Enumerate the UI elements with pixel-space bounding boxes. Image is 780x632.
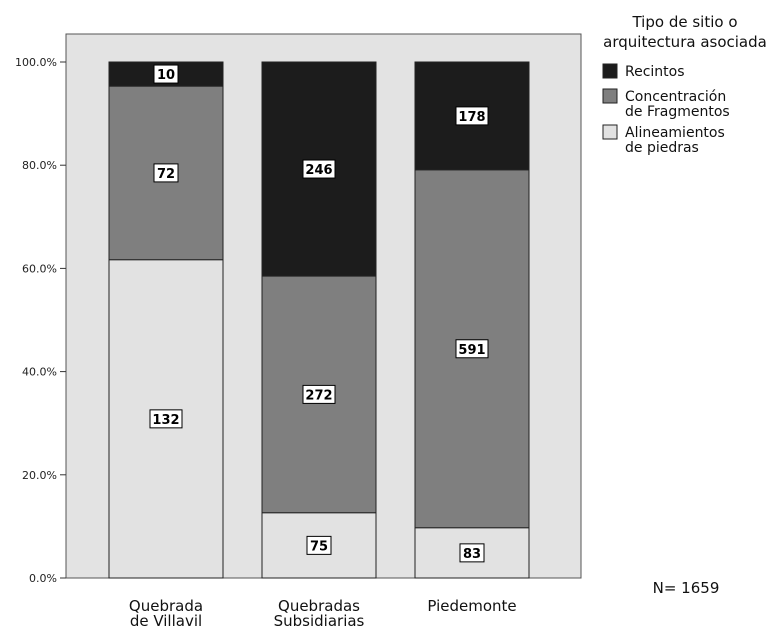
data-label-box bbox=[306, 535, 332, 555]
data-label: 591 bbox=[458, 343, 485, 358]
legend-label: Alineamientos bbox=[625, 125, 725, 141]
y-tick-label: 40.0% bbox=[22, 366, 57, 379]
legend-label: Recintos bbox=[625, 64, 685, 80]
data-label-box bbox=[455, 339, 489, 359]
data-label-box bbox=[302, 159, 336, 179]
data-label-box bbox=[153, 64, 179, 84]
x-category-label: Quebradas bbox=[278, 597, 360, 615]
legend-title: Tipo de sitio o bbox=[631, 13, 737, 31]
data-label: 132 bbox=[152, 413, 179, 428]
data-label-box bbox=[459, 543, 485, 563]
y-tick-label: 20.0% bbox=[22, 469, 57, 482]
data-label-box bbox=[153, 163, 179, 183]
data-label: 83 bbox=[463, 547, 481, 562]
legend-label: de Fragmentos bbox=[625, 104, 730, 120]
x-category-label: de Villavil bbox=[130, 612, 202, 630]
data-label: 10 bbox=[157, 68, 175, 83]
data-label-box bbox=[302, 384, 336, 404]
x-category-label: Piedemonte bbox=[427, 597, 516, 615]
legend-title: arquitectura asociada bbox=[603, 33, 767, 51]
y-tick-label: 0.0% bbox=[29, 572, 57, 585]
y-tick-label: 100.0% bbox=[15, 56, 57, 69]
data-label: 246 bbox=[305, 163, 332, 178]
legend-swatch bbox=[602, 63, 618, 79]
data-label: 178 bbox=[458, 110, 485, 125]
x-category-label: Quebrada bbox=[129, 597, 203, 615]
n-annotation: N= 1659 bbox=[653, 579, 720, 597]
x-category-label: Subsidiarias bbox=[274, 612, 365, 630]
legend-swatch bbox=[602, 88, 618, 104]
data-label: 72 bbox=[157, 167, 175, 182]
y-tick-label: 60.0% bbox=[22, 262, 57, 275]
data-label-box bbox=[149, 409, 183, 429]
data-label-box bbox=[455, 106, 489, 126]
legend-label: de piedras bbox=[625, 140, 699, 156]
legend-swatch bbox=[602, 124, 618, 140]
data-label: 272 bbox=[305, 388, 332, 403]
y-tick-label: 80.0% bbox=[22, 159, 57, 172]
data-label: 75 bbox=[310, 539, 328, 554]
legend-label: Concentración bbox=[625, 89, 726, 105]
